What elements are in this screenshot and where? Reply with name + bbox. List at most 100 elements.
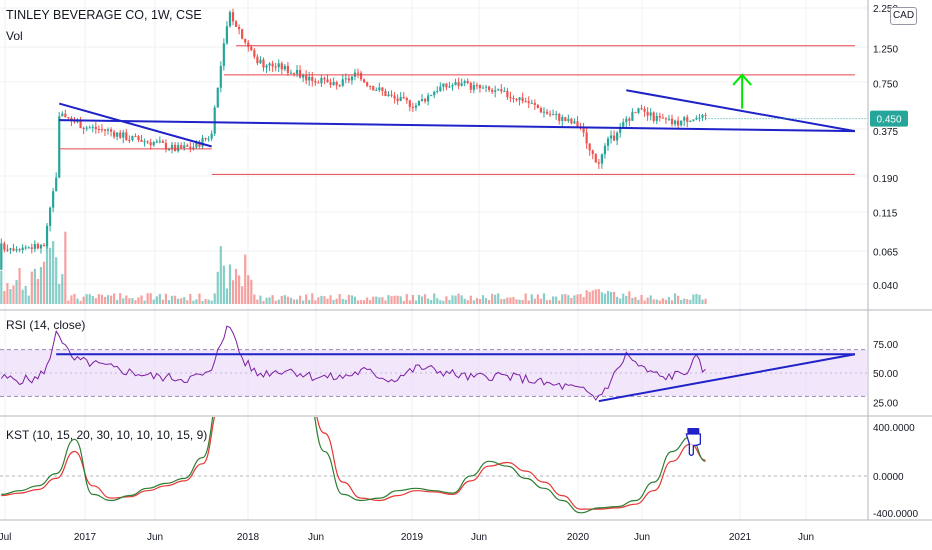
volume-bar bbox=[12, 285, 15, 304]
volume-bar bbox=[320, 295, 323, 304]
volume-bar bbox=[548, 299, 552, 304]
candle-body bbox=[692, 119, 695, 121]
pointing-hand-icon bbox=[685, 428, 702, 457]
volume-bar bbox=[241, 286, 244, 304]
volume-bar bbox=[359, 300, 363, 304]
volume-bar bbox=[536, 294, 539, 304]
candle-body bbox=[600, 154, 603, 164]
volume-bar bbox=[509, 297, 512, 304]
candle-body bbox=[195, 141, 198, 148]
volume-bar bbox=[460, 295, 463, 304]
candle-body bbox=[122, 132, 125, 138]
volume-bar bbox=[140, 295, 143, 304]
volume-bar bbox=[167, 300, 171, 304]
volume-bar bbox=[609, 291, 613, 304]
candle-body bbox=[298, 69, 302, 78]
volume-bar bbox=[591, 290, 594, 304]
candle-body bbox=[289, 72, 293, 74]
candle-body bbox=[186, 145, 189, 147]
candle-body bbox=[253, 50, 256, 57]
candle-body bbox=[530, 102, 533, 104]
volume-bar bbox=[585, 290, 588, 304]
candle-body bbox=[146, 141, 149, 143]
candle-body bbox=[286, 65, 289, 74]
volume-bar bbox=[677, 295, 680, 304]
candle-body bbox=[427, 95, 430, 102]
volume-bar bbox=[692, 294, 695, 304]
price-tick-label-0: 2.250 bbox=[873, 4, 898, 15]
candle-body bbox=[661, 117, 664, 119]
candle-body bbox=[131, 136, 134, 140]
volume-bar bbox=[119, 293, 122, 304]
volume-bar bbox=[408, 300, 411, 304]
candle-body bbox=[234, 21, 238, 27]
currency-badge[interactable]: CAD bbox=[890, 7, 917, 25]
candle-body bbox=[24, 247, 27, 249]
candle-body bbox=[472, 85, 475, 90]
time-tick-label-6: Jun bbox=[471, 532, 487, 543]
candle-body bbox=[673, 120, 677, 125]
volume-bar bbox=[204, 298, 207, 304]
volume-bar bbox=[670, 300, 674, 304]
candle-body bbox=[536, 104, 539, 109]
volume-bar bbox=[91, 295, 94, 304]
candle-body bbox=[640, 108, 643, 110]
volume-bar bbox=[683, 298, 686, 304]
candle-body bbox=[512, 97, 515, 100]
candle-body bbox=[503, 90, 506, 92]
volume-bar bbox=[573, 295, 576, 304]
volume-bar bbox=[427, 298, 430, 304]
volume-bar bbox=[286, 296, 289, 304]
candle-body bbox=[500, 89, 503, 92]
volume-bar bbox=[673, 293, 677, 304]
chart-title: TINLEY BEVERAGE CO, 1W, CSE bbox=[6, 8, 202, 22]
candle-body bbox=[30, 247, 33, 249]
volume-bar bbox=[219, 246, 222, 304]
candle-body bbox=[94, 126, 97, 129]
candle-body bbox=[680, 120, 683, 126]
time-tick-label-5: 2019 bbox=[401, 532, 424, 543]
candle-body bbox=[64, 113, 67, 118]
volume-bar bbox=[481, 295, 485, 304]
candle-body bbox=[67, 117, 70, 119]
volume-bar bbox=[67, 300, 70, 304]
volume-bar bbox=[457, 293, 460, 304]
candle-body bbox=[91, 126, 94, 128]
candle-body bbox=[58, 116, 61, 178]
volume-bar bbox=[521, 299, 524, 304]
candle-body bbox=[116, 132, 119, 137]
candle-body bbox=[497, 89, 500, 91]
candle-body bbox=[6, 249, 9, 251]
candle-body bbox=[329, 82, 332, 85]
volume-bar bbox=[103, 296, 107, 304]
volume-bar bbox=[445, 296, 448, 304]
candle-body bbox=[408, 100, 411, 107]
candle-body bbox=[177, 145, 180, 152]
candle-body bbox=[173, 144, 177, 152]
volume-bar bbox=[283, 295, 286, 304]
candle-body bbox=[247, 42, 250, 47]
volume-bar bbox=[134, 300, 137, 304]
candle-body bbox=[149, 142, 152, 146]
candle-body bbox=[103, 129, 107, 131]
volume-bar bbox=[381, 297, 384, 304]
candle-body bbox=[481, 87, 485, 89]
volume-bar bbox=[173, 295, 177, 304]
volume-bar bbox=[161, 299, 164, 304]
price-tick-label-5: 0.115 bbox=[873, 208, 898, 219]
volume-bar bbox=[698, 294, 701, 304]
candle-body bbox=[670, 118, 674, 125]
trendline-0 bbox=[58, 102, 212, 148]
candle-body bbox=[527, 101, 530, 104]
candle-body bbox=[158, 141, 161, 143]
kst-line bbox=[1, 417, 706, 514]
candle-body bbox=[201, 138, 204, 147]
volume-bar bbox=[274, 300, 277, 304]
candle-body bbox=[344, 78, 347, 80]
candle-body bbox=[302, 75, 305, 78]
volume-bar bbox=[350, 295, 354, 304]
candle-body bbox=[399, 97, 402, 101]
volume-bar bbox=[225, 288, 229, 304]
time-tick-label-10: Jun bbox=[798, 532, 814, 543]
